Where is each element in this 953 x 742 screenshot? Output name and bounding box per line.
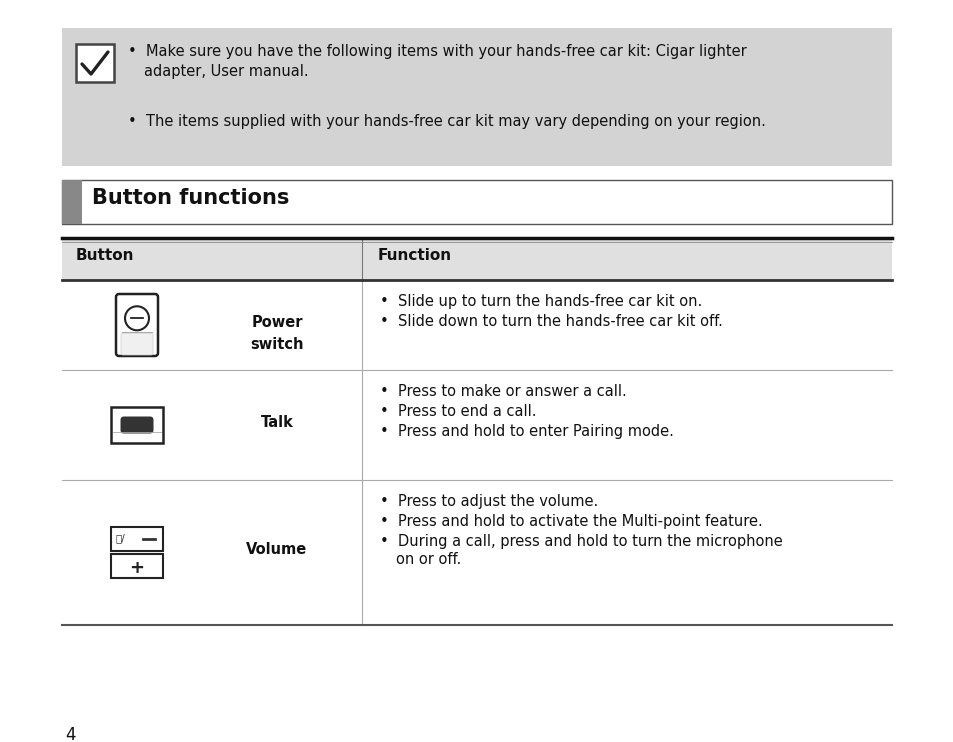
FancyBboxPatch shape (120, 416, 153, 433)
Text: Button functions: Button functions (91, 188, 289, 208)
Text: 4: 4 (65, 726, 75, 742)
Circle shape (125, 306, 149, 330)
Bar (62, 480, 891, 625)
Bar (111, 407, 163, 443)
Bar (62, 238, 891, 280)
Text: •  Press to adjust the volume.: • Press to adjust the volume. (379, 494, 598, 509)
Text: •  Press and hold to activate the Multi-point feature.: • Press and hold to activate the Multi-p… (379, 514, 762, 529)
Text: •  Press to end a call.: • Press to end a call. (379, 404, 536, 419)
Text: +: + (130, 559, 144, 577)
Text: •  The items supplied with your hands-free car kit may vary depending on your re: • The items supplied with your hands-fre… (128, 114, 765, 129)
Bar (62, 280, 891, 370)
Text: Power
switch: Power switch (250, 315, 303, 352)
Text: Function: Function (377, 248, 452, 263)
Text: adapter, User manual.: adapter, User manual. (144, 64, 309, 79)
FancyBboxPatch shape (121, 333, 152, 355)
Text: •  Slide down to turn the hands-free car kit off.: • Slide down to turn the hands-free car … (379, 314, 722, 329)
Bar (76, 44, 113, 82)
Bar (62, 28, 891, 166)
Bar (111, 554, 163, 578)
Text: Button: Button (76, 248, 134, 263)
Text: on or off.: on or off. (395, 552, 460, 567)
FancyBboxPatch shape (116, 294, 158, 356)
Text: •  Press to make or answer a call.: • Press to make or answer a call. (379, 384, 626, 399)
Bar (62, 370, 891, 480)
Text: •  Make sure you have the following items with your hands-free car kit: Cigar li: • Make sure you have the following items… (128, 44, 746, 59)
Text: •  Press and hold to enter Pairing mode.: • Press and hold to enter Pairing mode. (379, 424, 673, 439)
Text: ␘/: ␘/ (116, 533, 126, 543)
Bar (111, 527, 163, 551)
Bar (62, 180, 891, 224)
Text: •  During a call, press and hold to turn the microphone: • During a call, press and hold to turn … (379, 534, 781, 549)
Bar (62, 180, 82, 224)
Text: Talk: Talk (260, 415, 294, 430)
Text: Volume: Volume (246, 542, 307, 557)
Text: •  Slide up to turn the hands-free car kit on.: • Slide up to turn the hands-free car ki… (379, 294, 701, 309)
